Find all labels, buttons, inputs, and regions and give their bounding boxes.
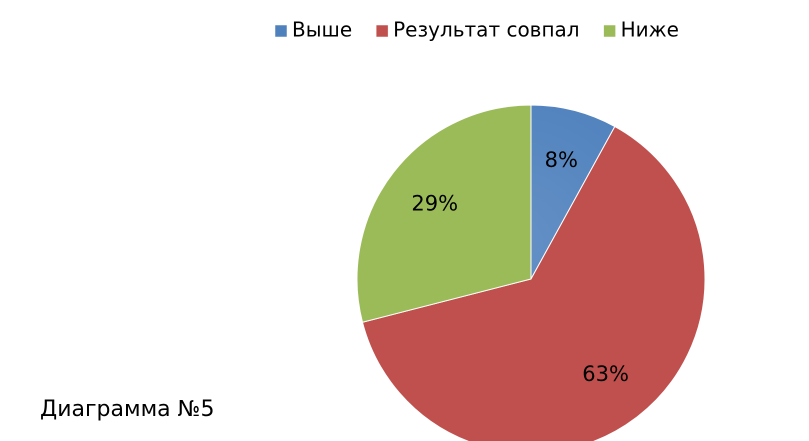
legend-swatch [603,24,616,38]
legend-text: Выше [292,18,352,42]
pie-slice [356,104,532,323]
caption: Диаграмма №5 [40,397,215,422]
slice-label: 8% [545,148,578,172]
slice-label: 63% [582,362,629,386]
legend-text: Результат совпал [393,18,579,42]
legend-swatch [375,24,389,38]
legend-text: Ниже [621,18,679,42]
legend-swatch [274,24,288,38]
slice-label: 29% [411,191,458,215]
pie-slice [361,125,706,441]
